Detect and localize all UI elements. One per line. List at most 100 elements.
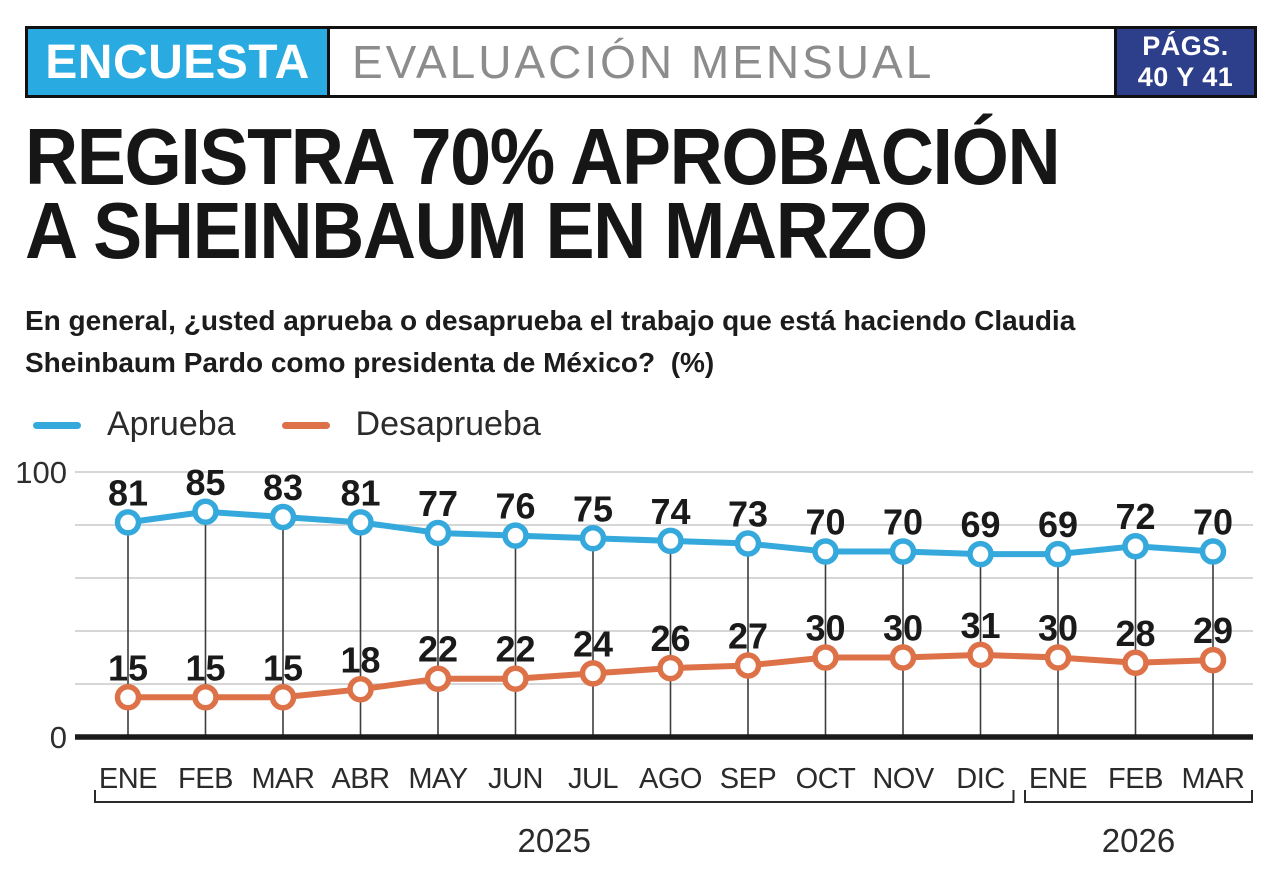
approve-marker (192, 498, 219, 525)
month-label: FEB (1108, 763, 1163, 795)
disapprove-value-label: 15 (185, 647, 225, 688)
disapprove-value-label: 18 (340, 639, 380, 680)
month-label: MAR (1182, 763, 1245, 795)
approve-marker (967, 540, 994, 568)
approve-marker (1044, 540, 1072, 568)
headline-line-2: A SHEINBAUM EN MARZO (25, 186, 928, 275)
approve-value-label: 76 (495, 486, 535, 527)
legend-item-aprueba: Aprueba (33, 405, 236, 444)
disapprove-marker (579, 660, 607, 687)
approve-value-label: 70 (805, 502, 845, 543)
pages-badge-line-1: PÁGS. (1142, 30, 1229, 61)
month-label: ABR (331, 763, 389, 795)
approve-marker (347, 509, 374, 536)
pages-badge: PÁGS. 40 Y 41 (1114, 29, 1254, 95)
pages-badge-line-2: 40 Y 41 (1137, 62, 1234, 92)
y-tick-100: 100 (15, 455, 67, 490)
disapprove-marker (1122, 649, 1149, 677)
approve-marker (734, 530, 762, 557)
disapprove-value-label: 24 (573, 623, 613, 664)
disapprove-marker (269, 684, 297, 711)
disapprove-marker (889, 644, 917, 671)
approve-marker (812, 538, 839, 565)
approve-value-label: 69 (960, 504, 1000, 545)
approval-chart-svg: 81 85 83 81 77 76 75 74 73 70 70 69 69 72 70 15 15 15 18 22… (15, 455, 1253, 859)
approve-value-label: 81 (340, 472, 380, 513)
question-line-1: En general, ¿usted aprueba o desaprueba … (25, 305, 1076, 336)
encuesta-badge: ENCUESTA (28, 29, 330, 95)
approve-value-label: 77 (418, 483, 458, 524)
year-label: 2025 (518, 822, 591, 859)
header-bar: ENCUESTA EVALUACIÓN MENSUAL PÁGS. 40 Y 4… (25, 26, 1257, 98)
question-line-2: Sheinbaum Pardo como presidenta de Méxic… (25, 347, 715, 378)
approve-value-label: 70 (1193, 502, 1233, 543)
approve-marker (1199, 538, 1227, 565)
disapprove-marker (1044, 644, 1072, 671)
survey-question: En general, ¿usted aprueba o desaprueba … (25, 300, 1075, 384)
month-label: MAR (252, 763, 315, 795)
disapprove-marker (114, 684, 142, 711)
month-label: ENE (1029, 763, 1087, 795)
disapprove-line-swatch-icon (281, 421, 330, 429)
approve-marker (1122, 532, 1149, 560)
legend-item-desaprueba: Desaprueba (281, 404, 541, 444)
approve-value-label: 83 (263, 467, 303, 508)
disapprove-marker (192, 684, 219, 711)
disapprove-value-label: 26 (650, 618, 690, 659)
year-bracket (94, 790, 1015, 803)
approve-marker (269, 503, 297, 531)
approval-chart: 81 85 83 81 77 76 75 74 73 70 70 69 69 72 70 15 15 15 18 22… (0, 437, 1280, 865)
approve-value-label: 74 (650, 491, 690, 532)
disapprove-value-label: 28 (1115, 613, 1155, 654)
approve-value-label: 75 (573, 488, 613, 529)
approve-line-swatch-icon (33, 421, 81, 429)
disapprove-marker (502, 665, 529, 692)
month-label: MAY (408, 763, 467, 795)
approve-marker (502, 522, 529, 549)
disapprove-marker (657, 654, 684, 682)
month-label: NOV (872, 763, 935, 795)
disapprove-value-label: 22 (495, 629, 535, 670)
month-label: JUN (488, 763, 543, 795)
approve-marker (579, 525, 607, 552)
year-label: 2026 (1102, 822, 1175, 859)
y-tick-0: 0 (50, 720, 67, 755)
disapprove-value-label: 30 (1038, 608, 1078, 649)
disapprove-value-label: 31 (960, 605, 1000, 646)
approve-value-label: 69 (1038, 504, 1078, 545)
approve-value-label: 85 (185, 462, 225, 503)
approve-value-label: 72 (1115, 496, 1155, 537)
approve-value-label: 70 (883, 502, 923, 543)
disapprove-marker (1199, 646, 1227, 674)
disapprove-value-label: 30 (805, 608, 845, 649)
approve-marker (424, 519, 452, 547)
month-label: AGO (639, 763, 702, 795)
section-title: EVALUACIÓN MENSUAL (352, 36, 935, 88)
approve-marker (889, 538, 917, 565)
disapprove-value-label: 30 (883, 608, 923, 649)
disapprove-marker (424, 665, 452, 692)
headline: REGISTRA 70% APROBACIÓN A SHEINBAUM EN M… (25, 112, 1061, 275)
disapprove-value-label: 27 (728, 615, 768, 656)
disapprove-marker (734, 652, 762, 679)
month-label: DIC (956, 763, 1004, 795)
approve-marker (657, 527, 684, 555)
chart-legend: Aprueba Desaprueba (33, 402, 541, 446)
month-label: ENE (99, 763, 157, 795)
month-label: JUL (568, 763, 618, 795)
encuesta-badge-label: ENCUESTA (45, 35, 310, 89)
headline-line-1: REGISTRA 70% APROBACIÓN (25, 112, 1061, 201)
month-label: FEB (178, 763, 233, 795)
legend-label-desaprueba: Desaprueba (355, 404, 541, 443)
disapprove-value-label: 15 (108, 647, 148, 688)
disapprove-marker (812, 644, 839, 671)
month-label: OCT (796, 763, 857, 795)
year-bracket (1024, 790, 1253, 803)
month-label: SEP (720, 763, 777, 795)
disapprove-marker (967, 641, 994, 669)
disapprove-marker (347, 676, 374, 703)
approve-marker (114, 509, 142, 536)
approve-value-label: 81 (108, 472, 148, 513)
disapprove-value-label: 15 (263, 647, 303, 688)
disapprove-value-label: 22 (418, 629, 458, 670)
